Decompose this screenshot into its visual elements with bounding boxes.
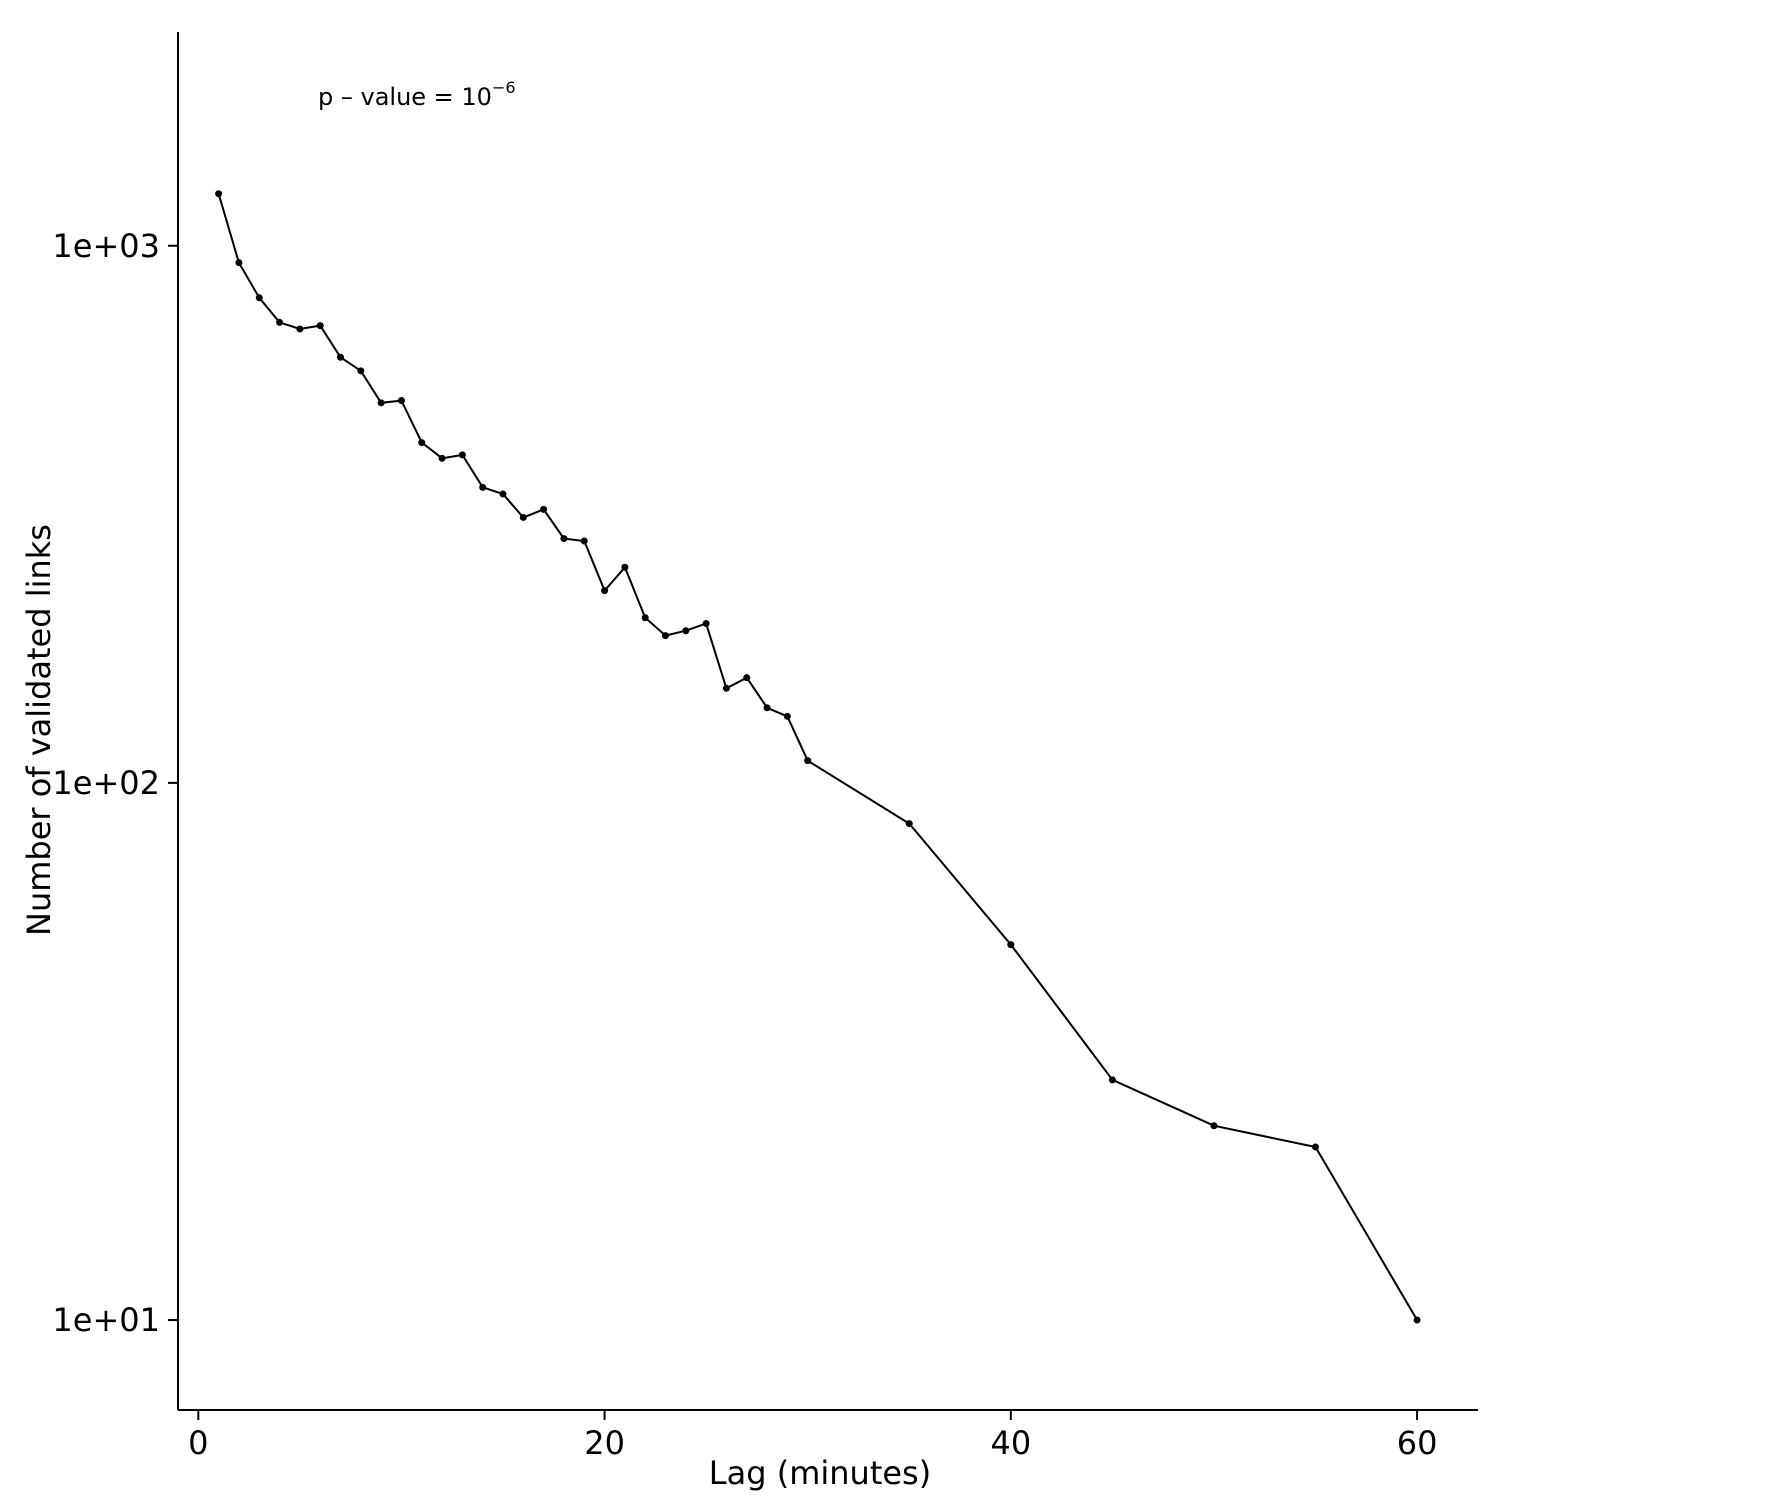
data-point	[255, 294, 263, 302]
data-point-group	[215, 190, 1421, 1324]
data-point	[743, 674, 751, 682]
x-axis-ticks: 0 20 40 60	[188, 1410, 1437, 1462]
y-tick-label: 1e+02	[52, 764, 160, 802]
data-point	[621, 563, 629, 571]
data-point	[1413, 1316, 1421, 1324]
data-point	[580, 537, 588, 545]
data-point	[397, 397, 405, 405]
data-point	[499, 490, 507, 498]
p-value-base: p – value = 10	[318, 83, 492, 111]
data-point	[722, 684, 730, 692]
data-point	[560, 535, 568, 543]
data-point	[519, 513, 527, 521]
data-point	[804, 757, 812, 765]
y-axis-ticks: 1e+01 1e+02 1e+03	[52, 227, 178, 1339]
data-point	[1312, 1143, 1319, 1151]
data-point	[337, 353, 344, 361]
data-point	[783, 712, 791, 720]
data-point	[215, 190, 223, 198]
data-point	[458, 451, 466, 459]
y-tick-label: 1e+01	[52, 1301, 160, 1339]
data-point	[357, 367, 365, 375]
p-value-exponent: −6	[492, 78, 516, 97]
series-line	[217, 193, 1418, 1321]
axes	[177, 32, 1478, 1411]
data-point	[316, 322, 324, 330]
x-axis-title: Lag (minutes)	[709, 1454, 931, 1492]
data-point	[377, 399, 385, 407]
data-point	[641, 614, 649, 622]
data-point	[438, 454, 446, 462]
data-point	[1210, 1122, 1218, 1130]
data-point	[1007, 941, 1015, 949]
x-tick-label: 40	[990, 1424, 1031, 1462]
data-point	[479, 483, 487, 491]
data-point	[702, 620, 710, 628]
data-point	[276, 318, 284, 326]
data-point	[1108, 1076, 1116, 1084]
x-tick-label: 60	[1397, 1424, 1438, 1462]
y-tick-label: 1e+03	[52, 227, 160, 265]
data-point	[601, 587, 609, 595]
data-point	[540, 505, 548, 513]
y-axis-title: Number of validated links	[20, 524, 58, 936]
x-tick-label: 0	[188, 1424, 208, 1462]
series-line-group	[217, 193, 1418, 1321]
data-point	[235, 259, 243, 267]
data-point	[662, 632, 669, 640]
data-point	[682, 627, 690, 635]
data-point	[763, 704, 771, 712]
data-point	[296, 325, 304, 333]
data-point	[905, 820, 913, 828]
data-point	[418, 439, 426, 447]
x-tick-label: 20	[584, 1424, 625, 1462]
p-value-annotation: p – value = 10−6	[318, 78, 516, 111]
